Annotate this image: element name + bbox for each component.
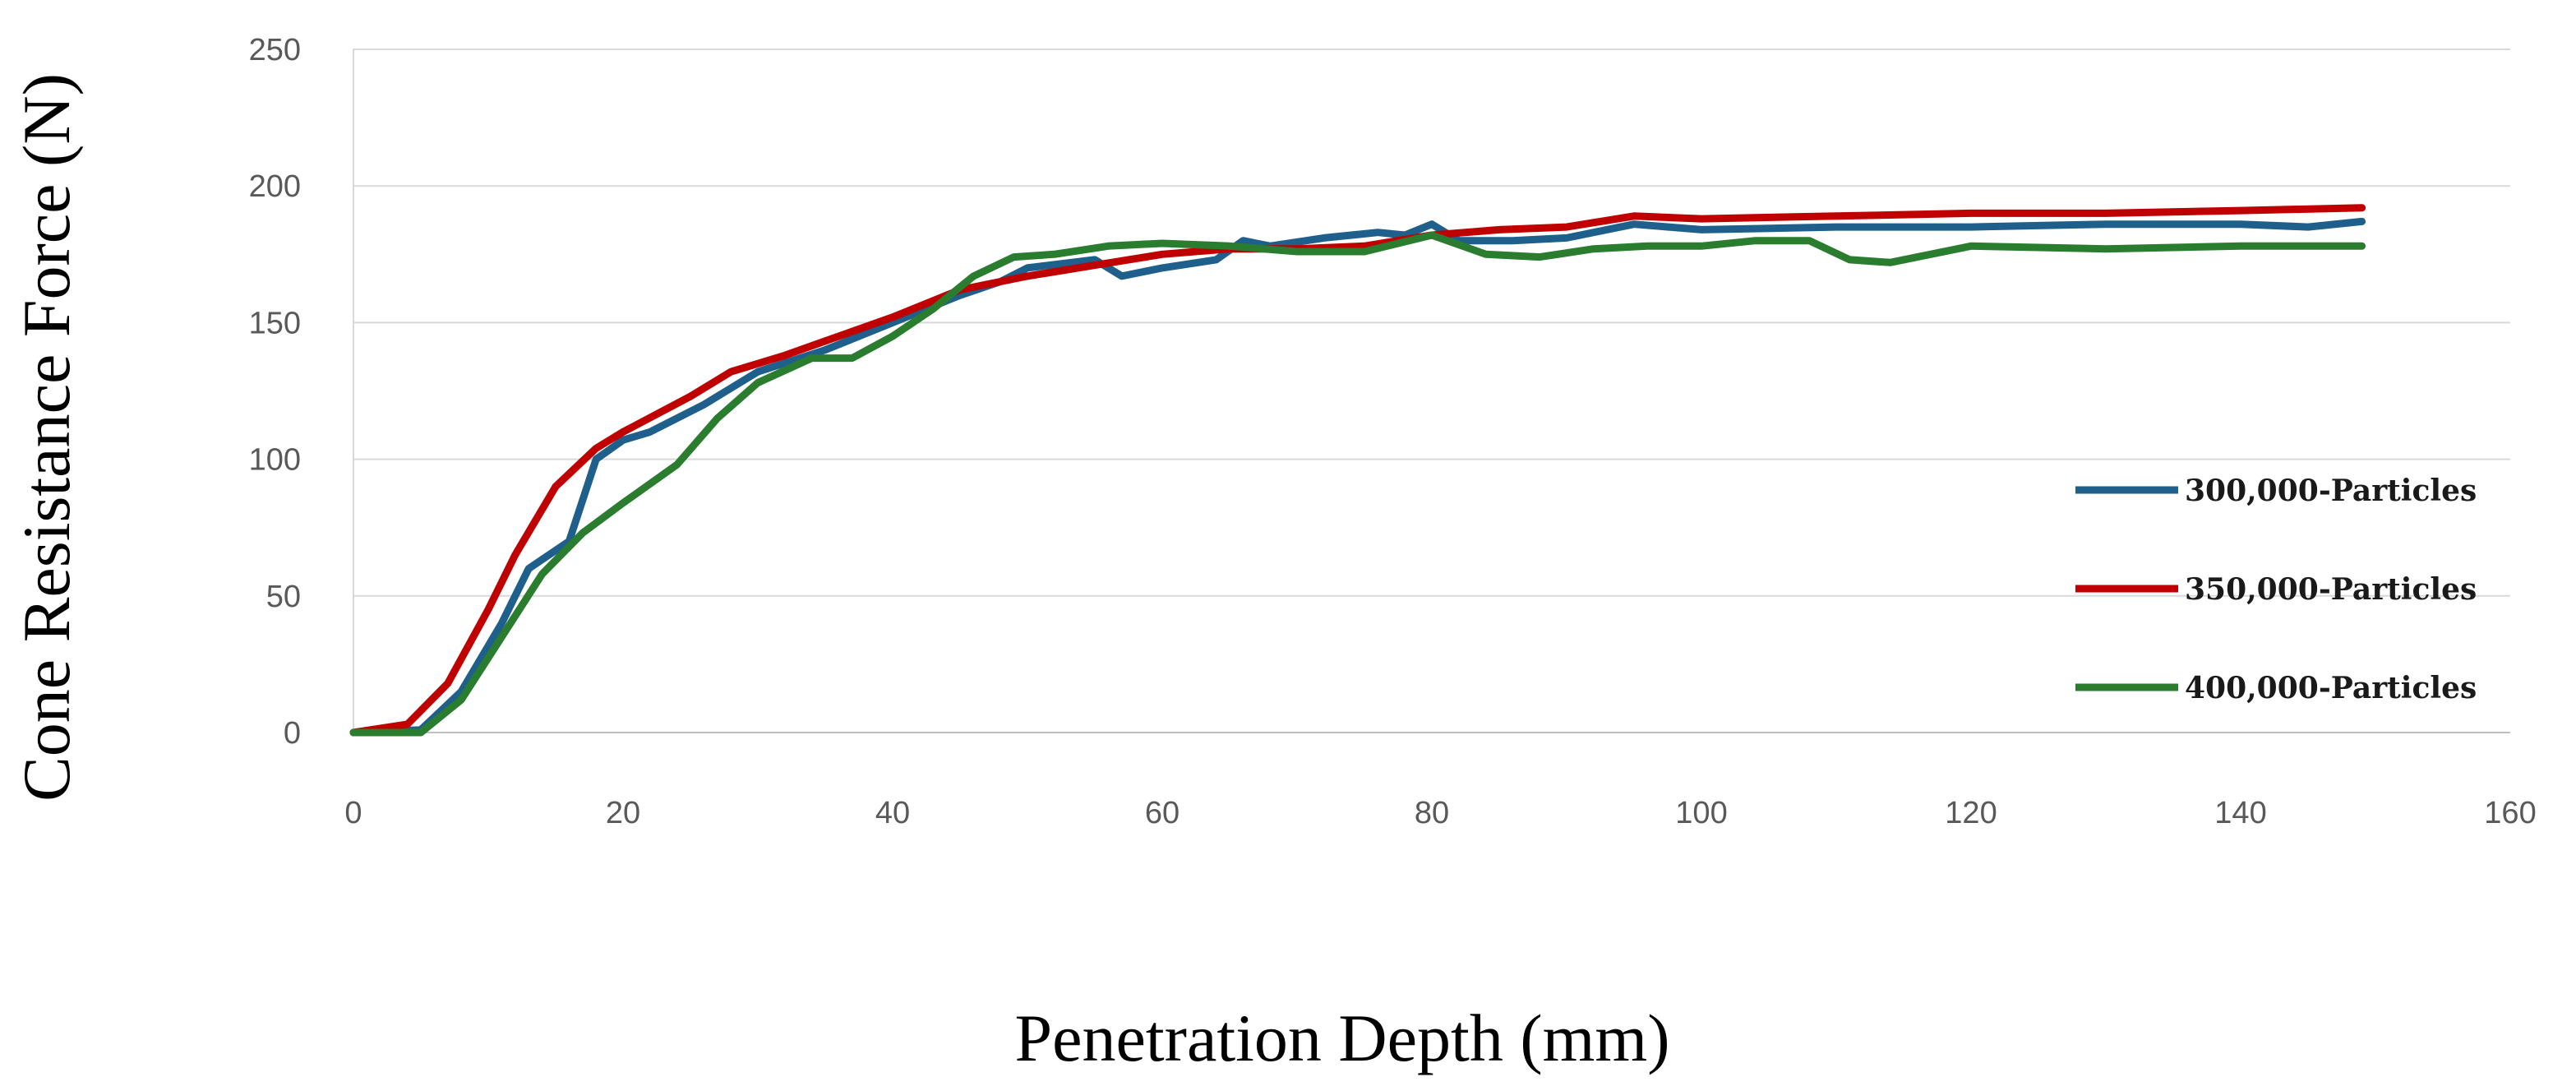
x-axis-title: Penetration Depth (mm): [1014, 1001, 1669, 1075]
gridlines: [353, 49, 2510, 597]
legend-label-2: 350,000-Particles: [2185, 572, 2477, 607]
series-line-1: [349, 217, 2366, 737]
series-line-3: [349, 231, 2366, 737]
legend-label-1: 300,000-Particles: [2185, 474, 2477, 508]
x-tick-label: 160: [2484, 796, 2536, 830]
series-line-2: [349, 204, 2366, 737]
y-tick-label: 150: [249, 306, 301, 340]
x-tick-label: 40: [875, 796, 910, 830]
x-tick-label: 100: [1675, 796, 1727, 830]
axes: [353, 49, 2510, 733]
x-tick-label: 60: [1145, 796, 1180, 830]
y-tick-label: 200: [249, 169, 301, 204]
y-tick-label: 250: [249, 33, 301, 67]
legend: 300,000-Particles 350,000-Particles 400,00…: [2075, 474, 2477, 705]
x-tick-label: 20: [606, 796, 640, 830]
x-tick-label: 80: [1415, 796, 1449, 830]
y-axis-title: Cone Resistance Force (N): [9, 73, 84, 802]
legend-label-3: 400,000-Particles: [2185, 671, 2477, 705]
y-tick-label: 50: [266, 580, 301, 614]
y-tick-label: 100: [249, 443, 301, 478]
x-tick-label: 0: [344, 796, 362, 830]
y-tick-label: 0: [284, 716, 301, 751]
series-lines: [349, 204, 2366, 737]
tick-labels: 0 50 100 150 200 250 0 20 40 60 80 100 120 140 160: [249, 33, 2537, 830]
x-tick-label: 140: [2214, 796, 2266, 830]
x-tick-label: 120: [1945, 796, 1997, 830]
